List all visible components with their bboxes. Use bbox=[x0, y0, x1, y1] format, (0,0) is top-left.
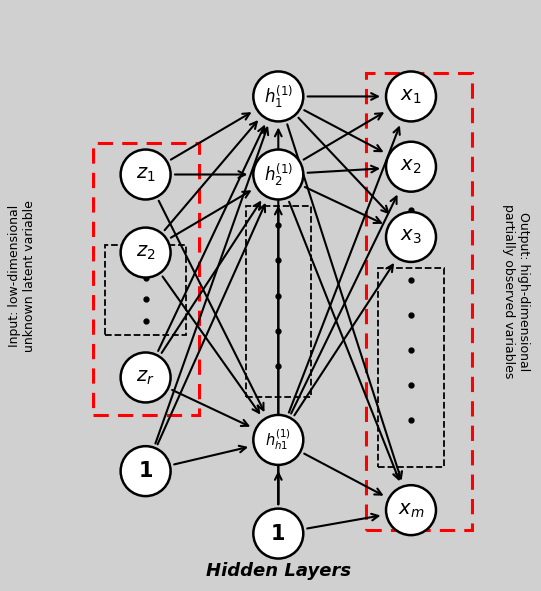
Circle shape bbox=[253, 150, 304, 200]
Circle shape bbox=[121, 228, 170, 278]
FancyBboxPatch shape bbox=[378, 268, 444, 467]
Text: Hidden Layers: Hidden Layers bbox=[206, 562, 351, 580]
Text: $h_{h1}^{(1)}$: $h_{h1}^{(1)}$ bbox=[265, 427, 291, 452]
Text: $h_1^{(1)}$: $h_1^{(1)}$ bbox=[263, 83, 293, 110]
Text: $x_{2}$: $x_{2}$ bbox=[400, 157, 421, 176]
Text: $z_{r}$: $z_{r}$ bbox=[136, 368, 155, 387]
Text: $h_2^{(1)}$: $h_2^{(1)}$ bbox=[263, 161, 293, 188]
Circle shape bbox=[121, 352, 170, 402]
Text: 1: 1 bbox=[271, 524, 286, 544]
FancyBboxPatch shape bbox=[246, 206, 311, 397]
Circle shape bbox=[253, 415, 304, 465]
Text: 1: 1 bbox=[138, 461, 153, 481]
Circle shape bbox=[386, 212, 436, 262]
Circle shape bbox=[121, 150, 170, 200]
Circle shape bbox=[253, 72, 304, 121]
Text: $x_{1}$: $x_{1}$ bbox=[400, 87, 422, 106]
Text: $z_{2}$: $z_{2}$ bbox=[136, 243, 155, 262]
Text: $x_{m}$: $x_{m}$ bbox=[398, 501, 424, 519]
Circle shape bbox=[253, 509, 304, 558]
Circle shape bbox=[386, 142, 436, 191]
Text: $x_{3}$: $x_{3}$ bbox=[400, 228, 422, 246]
Text: Input: low-dimensional
unknown latent variable: Input: low-dimensional unknown latent va… bbox=[8, 200, 36, 352]
FancyBboxPatch shape bbox=[105, 245, 186, 335]
Circle shape bbox=[386, 485, 436, 535]
Circle shape bbox=[386, 72, 436, 121]
Circle shape bbox=[121, 446, 170, 496]
Text: $z_{1}$: $z_{1}$ bbox=[136, 165, 155, 184]
Text: Output: high-dimensional
partially observed variables: Output: high-dimensional partially obser… bbox=[503, 204, 530, 379]
